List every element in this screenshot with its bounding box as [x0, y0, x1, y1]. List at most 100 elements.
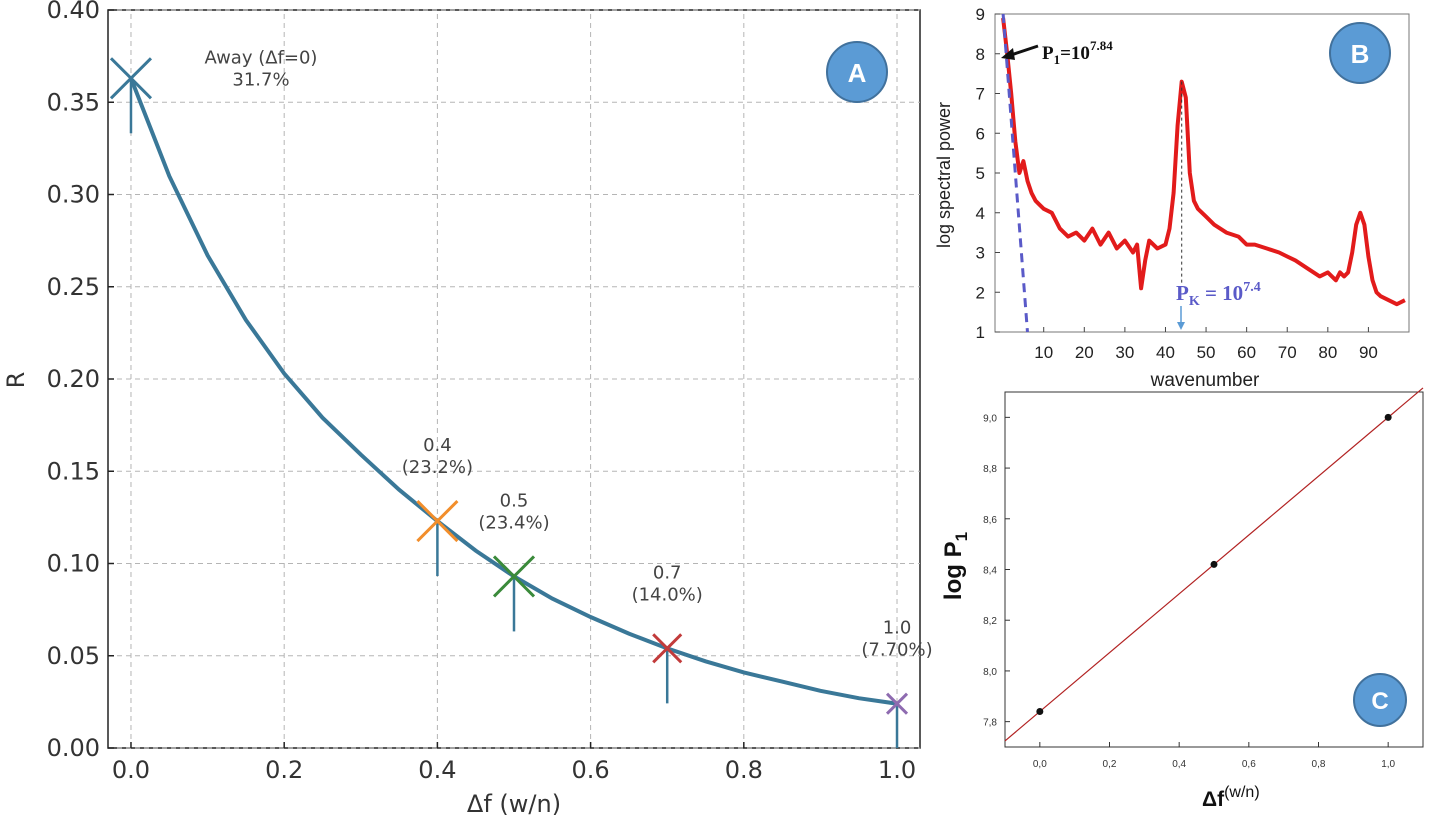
panel-b-y-tick-label: 9	[976, 5, 985, 24]
panel-b-x-tick-label: 50	[1197, 343, 1216, 362]
panel-a-marker-cross	[416, 500, 459, 543]
panel-a-marker-label: (23.2%)	[402, 457, 473, 478]
panel-a-marker-label: 0.7	[653, 562, 682, 583]
panel-b-y-tick-label: 5	[976, 164, 985, 183]
panel-b-y-tick-label: 6	[976, 124, 985, 143]
panel-a-badge: A	[826, 41, 888, 103]
panel-c-badge-label: C	[1371, 688, 1388, 715]
panel-b-badge: B	[1329, 22, 1391, 84]
panel-b-badge-label: B	[1351, 39, 1370, 69]
panel-b-y-tick-label: 2	[976, 283, 985, 302]
panel-b-x-tick-label: 60	[1237, 343, 1256, 362]
panel-a-marker: 0.5(23.4%)	[478, 490, 550, 632]
panel-b: 1 2 3 4 5 6 7 8 9 10 20 30 40 50 60 70 80 90 P1=107.84 P…	[934, 5, 1410, 391]
panel-b-p1-annotation: P1=107.84	[1042, 38, 1113, 67]
panel-b-y-tick-label: 1	[976, 323, 985, 342]
panel-c-x-ticks: 0,0 0,2 0,4 0,6 0,8 1,0	[1033, 742, 1396, 770]
panel-b-y-tick-label: 7	[976, 85, 985, 104]
panel-a-x-label: Δf (w/n)	[467, 790, 561, 818]
panel-c-x-tick-label: 0,8	[1312, 759, 1326, 770]
panel-a-marker-label: 0.5	[500, 490, 529, 511]
panel-a-marker: 1.0(7.70%)	[861, 618, 933, 748]
panel-a-marker-cross	[885, 692, 909, 715]
panel-a-y-tick-label: 0.05	[47, 642, 100, 670]
panel-a-x-ticks: 0.0 0.2 0.4 0.6 0.8 1.0	[112, 742, 916, 784]
panel-a-badge-label: A	[848, 58, 867, 88]
panel-a-grid	[108, 9, 920, 749]
panel-c-x-tick-label: 0,6	[1242, 759, 1256, 770]
panel-b-x-label: wavenumber	[1150, 370, 1260, 391]
panel-a-marker-label: 1.0	[883, 618, 912, 639]
panel-a-x-tick-label: 0.2	[265, 756, 303, 784]
panel-a-y-tick-label: 0.30	[47, 181, 100, 209]
panel-b-y-label: log spectral power	[934, 102, 954, 248]
panel-a-y-tick-label: 0.35	[47, 88, 100, 116]
panel-c-points	[1036, 413, 1392, 715]
panel-b-y-tick-label: 4	[976, 204, 985, 223]
panel-a-y-tick-label: 0.25	[47, 273, 100, 301]
panel-a-x-tick-label: 0.6	[572, 756, 610, 784]
panel-a-x-tick-label: 1.0	[878, 756, 916, 784]
panel-c-y-tick-label: 9,0	[983, 413, 997, 424]
panel-a-y-tick-label: 0.00	[47, 734, 100, 762]
panel-b-x-tick-label: 80	[1318, 343, 1337, 362]
panel-a-marker-cross	[492, 555, 536, 598]
panel-a-y-tick-label: 0.20	[47, 365, 100, 393]
panel-a-marker-cross	[109, 57, 153, 100]
panel-a-x-tick-label: 0.4	[418, 756, 456, 784]
panel-b-spectrum-line	[1001, 17, 1406, 307]
panel-a-marker-cross	[652, 633, 683, 664]
panel-b-x-tick-label: 40	[1156, 343, 1175, 362]
panel-c-y-ticks: 7,8 8,0 8,2 8,4 8,6 8,8 9,0	[983, 413, 1010, 729]
panel-a-y-label: R	[2, 372, 30, 389]
panel-b-pk-annotation: PK = 107.4	[1176, 280, 1261, 309]
panel-c-y-tick-label: 8,4	[983, 566, 997, 577]
panel-b-pk-arrowhead	[1177, 322, 1185, 330]
panel-a-marker-label: 31.7%	[232, 69, 289, 90]
panel-a-markers: Away (Δf=0)31.7%0.4(23.2%)0.5(23.4%)0.7(…	[109, 47, 933, 748]
panel-a-marker: 0.7(14.0%)	[632, 562, 703, 704]
panel-a-marker-label: (7.70%)	[861, 640, 932, 661]
panel-a-marker-label: Away (Δf=0)	[205, 47, 318, 68]
panel-c-x-tick-label: 0,0	[1033, 759, 1047, 770]
panel-c-x-tick-label: 1,0	[1381, 759, 1395, 770]
panel-c-y-label: log P1	[940, 532, 971, 600]
panel-a-y-tick-label: 0.15	[47, 457, 100, 485]
panel-a-y-ticks: 0.00 0.05 0.10 0.15 0.20 0.25 0.30 0.35 0.40	[47, 0, 114, 762]
panel-b-x-tick-label: 90	[1359, 343, 1378, 362]
panel-c-y-tick-label: 8,6	[983, 515, 997, 526]
panel-b-y-tick-label: 8	[976, 45, 985, 64]
panel-b-x-tick-label: 10	[1034, 343, 1053, 362]
panel-c-data-point	[1036, 708, 1044, 715]
panel-c-x-tick-label: 0,2	[1103, 759, 1117, 770]
panel-c-y-tick-label: 8,8	[983, 464, 997, 475]
panel-c-badge-circle	[1353, 673, 1407, 727]
panel-b-badge-circle	[1329, 22, 1391, 84]
panel-c-data-point	[1384, 413, 1392, 421]
panel-a-y-tick-label: 0.40	[47, 0, 100, 24]
panel-c-y-tick-label: 8,0	[983, 667, 997, 678]
panel-b-fit-line	[1001, 13, 1029, 333]
panel-a: 0.00 0.05 0.10 0.15 0.20 0.25 0.30 0.35 0.40 0.0…	[2, 0, 933, 818]
panel-b-p1-arrowhead	[1001, 48, 1015, 60]
panel-a-x-tick-label: 0.0	[112, 756, 150, 784]
panel-b-y-tick-label: 3	[976, 244, 985, 263]
panel-c-y-tick-label: 8,2	[983, 616, 997, 627]
panel-b-x-tick-label: 20	[1075, 343, 1094, 362]
panel-a-marker: Away (Δf=0)31.7%	[109, 47, 318, 134]
panel-a-marker-label: (14.0%)	[632, 584, 703, 605]
panel-a-badge-circle	[826, 41, 888, 103]
panel-a-x-tick-label: 0.8	[725, 756, 763, 784]
panel-a-marker: 0.4(23.2%)	[402, 435, 473, 577]
panel-b-x-tick-label: 30	[1115, 343, 1134, 362]
panel-c-y-tick-label: 7,8	[983, 718, 997, 729]
panel-c-data-point	[1210, 560, 1218, 568]
panel-b-x-ticks: 10 20 30 40 50 60 70 80 90	[1034, 327, 1378, 362]
panel-c-badge: C	[1353, 673, 1407, 727]
panel-c-x-label: Δf(w/n)	[1202, 784, 1260, 811]
panel-c-x-tick-label: 0,4	[1172, 759, 1186, 770]
panel-a-marker-label: 0.4	[423, 435, 452, 456]
panel-b-x-tick-label: 70	[1278, 343, 1297, 362]
panel-a-marker-label: (23.4%)	[478, 512, 549, 533]
